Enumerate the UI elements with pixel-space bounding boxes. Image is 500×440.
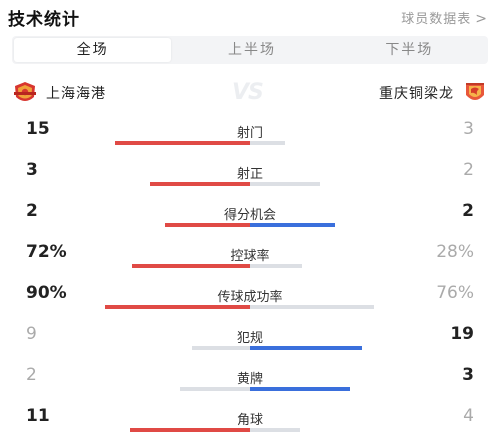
stat-label: 射正 <box>236 167 263 182</box>
stat-away-value: 4 <box>463 406 474 426</box>
stat-away-value: 76% <box>436 283 474 303</box>
tab-full-match[interactable]: 全场 <box>14 38 172 62</box>
stat-label: 控球率 <box>230 249 270 264</box>
away-team[interactable]: 重庆铜梁龙 <box>379 80 488 106</box>
shanghai-port-badge-icon <box>14 82 36 101</box>
stat-home-value: 2 <box>26 365 37 385</box>
stat-away-bar <box>250 305 374 309</box>
stat-home-bar <box>165 223 250 227</box>
stat-home-value: 15 <box>26 119 50 139</box>
stat-away-bar <box>250 346 362 350</box>
stat-away-bar <box>250 428 300 432</box>
stat-away-value: 3 <box>462 365 474 385</box>
stat-row: 11 角球 4 <box>0 405 500 440</box>
vs-logo: VS <box>232 80 264 105</box>
stat-away-bar <box>250 223 335 227</box>
stat-label: 传球成功率 <box>217 290 283 305</box>
stat-home-value: 72% <box>26 242 67 262</box>
stat-away-bar <box>250 141 285 145</box>
period-tabs: 全场 上半场 下半场 <box>12 36 488 64</box>
away-team-name: 重庆铜梁龙 <box>379 86 454 102</box>
stat-home-bar <box>150 182 250 186</box>
teams-row: 上海海港 VS 重庆铜梁龙 <box>0 76 500 110</box>
stat-home-value: 11 <box>26 406 50 426</box>
stat-home-bar <box>180 387 250 391</box>
stat-home-value: 3 <box>26 160 38 180</box>
chongqing-dragon-badge-icon <box>466 83 484 100</box>
stat-away-value: 28% <box>436 242 474 262</box>
stat-away-value: 2 <box>463 160 474 180</box>
stat-label: 射门 <box>236 126 263 141</box>
stat-label: 角球 <box>236 413 263 428</box>
stat-row: 90% 传球成功率 76% <box>0 282 500 323</box>
stat-away-value: 3 <box>463 119 474 139</box>
stat-label: 得分机会 <box>223 208 276 223</box>
stat-row: 72% 控球率 28% <box>0 241 500 282</box>
tab-first-half[interactable]: 上半场 <box>227 42 276 58</box>
stat-away-bar <box>250 182 320 186</box>
stat-row: 2 得分机会 2 <box>0 200 500 241</box>
tab-second-half[interactable]: 下半场 <box>385 42 434 58</box>
stat-away-bar <box>250 264 302 268</box>
player-stats-link-label: 球员数据表 <box>401 12 472 27</box>
stat-home-bar <box>130 428 250 432</box>
stat-row: 3 射正 2 <box>0 159 500 200</box>
stat-row: 15 射门 3 <box>0 118 500 159</box>
player-stats-link[interactable]: 球员数据表 > <box>401 8 488 27</box>
stat-home-value: 90% <box>26 283 67 303</box>
stat-away-value: 2 <box>462 201 474 221</box>
stat-label: 黄牌 <box>236 372 263 387</box>
stats-header: 技术统计 球员数据表 > <box>0 0 500 34</box>
stats-list: 15 射门 3 3 射正 2 2 得分机会 2 72% 控球率 28% 90% 传球成功率 76% 9 犯规 19… <box>0 118 500 440</box>
stat-home-bar <box>132 264 250 268</box>
stat-home-bar <box>105 305 250 309</box>
stat-label: 犯规 <box>236 331 263 346</box>
stat-home-value: 2 <box>26 201 38 221</box>
page-title: 技术统计 <box>8 10 80 30</box>
stat-row: 2 黄牌 3 <box>0 364 500 405</box>
stat-away-value: 19 <box>450 324 474 344</box>
home-team-name: 上海海港 <box>46 86 106 102</box>
stat-home-bar <box>192 346 250 350</box>
chevron-right-icon: > <box>475 11 488 27</box>
stat-home-bar <box>115 141 250 145</box>
home-team[interactable]: 上海海港 <box>12 80 106 106</box>
stat-away-bar <box>250 387 350 391</box>
stat-row: 9 犯规 19 <box>0 323 500 364</box>
stat-home-value: 9 <box>26 324 37 344</box>
